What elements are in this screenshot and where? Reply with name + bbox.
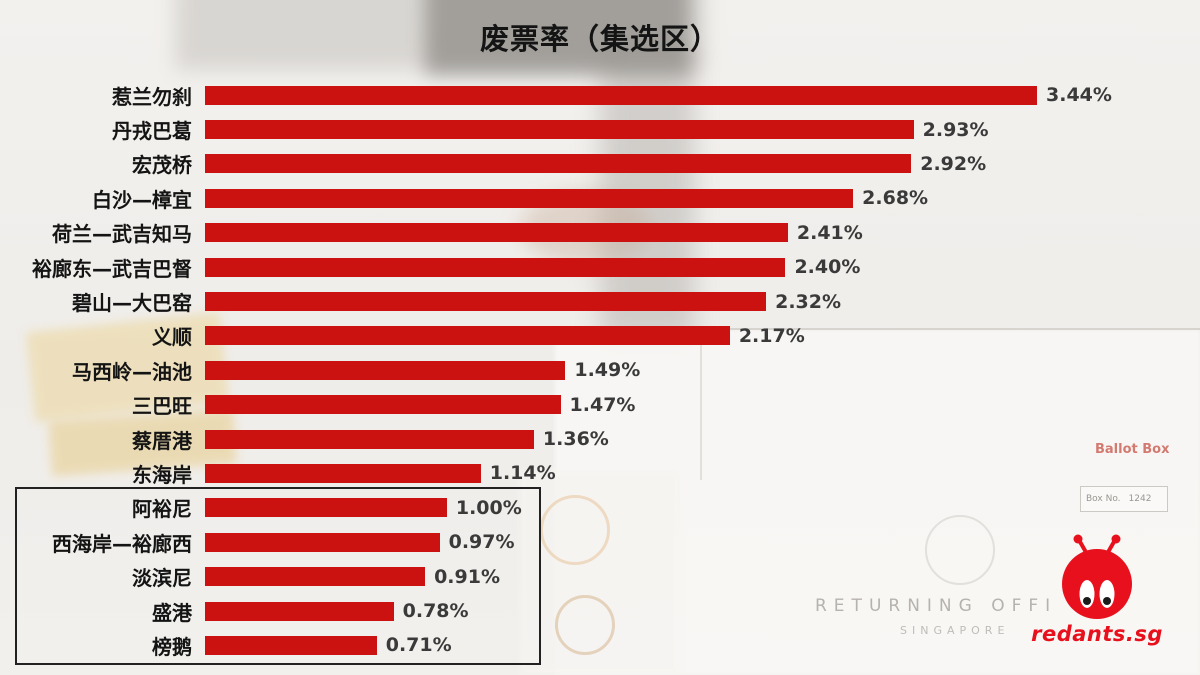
bar	[205, 463, 481, 483]
highlight-box	[15, 487, 541, 665]
category-label: 碧山—大巴窑	[72, 291, 192, 316]
category-label: 蔡厝港	[132, 428, 192, 453]
category-label: 淡滨尼	[132, 566, 192, 591]
bar	[205, 360, 566, 380]
bar-row: 惹兰勿刹 3.44%	[0, 78, 1200, 112]
chart-title: 废票率（集选区）	[479, 22, 720, 56]
category-label: 裕廊东—武吉巴督	[32, 256, 192, 281]
bar	[205, 292, 767, 312]
category-label: 丹戎巴葛	[112, 119, 192, 144]
bar	[205, 567, 426, 587]
bar	[205, 498, 447, 518]
value-label: 0.71%	[385, 634, 452, 657]
bar-row: 西海岸—裕廊西 0.97%	[0, 525, 1200, 559]
bar	[205, 154, 912, 174]
value-label: 0.91%	[434, 565, 500, 588]
category-label: 榜鹅	[152, 634, 192, 659]
bar-row: 蔡厝港 1.36%	[0, 422, 1200, 456]
bar	[205, 120, 914, 140]
category-label: 东海岸	[132, 462, 192, 487]
value-label: 2.92%	[920, 152, 987, 175]
value-label: 2.40%	[794, 256, 861, 279]
bar-row: 裕廊东—武吉巴督 2.40%	[0, 250, 1200, 284]
category-label: 白沙—樟宜	[92, 187, 192, 212]
value-label: 1.47%	[569, 393, 636, 416]
category-label: 荷兰—武吉知马	[52, 222, 192, 247]
bar-row: 碧山—大巴窑 2.32%	[0, 284, 1200, 318]
bar-row: 马西岭—油池 1.49%	[0, 353, 1200, 387]
value-label: 1.00%	[455, 496, 522, 519]
bar	[205, 223, 788, 243]
category-label: 惹兰勿刹	[112, 84, 192, 109]
value-label: 2.93%	[922, 118, 989, 141]
category-label: 盛港	[152, 600, 192, 625]
bar	[205, 257, 786, 277]
value-label: 2.68%	[862, 187, 929, 210]
bar	[205, 188, 854, 208]
bar-row: 盛港 0.78%	[0, 594, 1200, 628]
value-label: 1.49%	[574, 359, 641, 382]
value-label: 1.14%	[489, 462, 556, 485]
category-label: 宏茂桥	[132, 153, 192, 178]
redants-logo: redants.sg	[1022, 534, 1172, 646]
brand-name: redants.sg	[1031, 622, 1163, 646]
bar	[205, 326, 730, 346]
bar-row: 榜鹅 0.71%	[0, 628, 1200, 662]
category-label: 西海岸—裕廊西	[52, 531, 192, 556]
bar-row: 荷兰—武吉知马 2.41%	[0, 216, 1200, 250]
category-label: 阿裕尼	[132, 497, 192, 522]
category-label: 马西岭—油池	[72, 359, 192, 384]
category-label: 义顺	[152, 325, 192, 350]
bar-row: 义顺 2.17%	[0, 319, 1200, 353]
bar	[205, 601, 394, 621]
bar-row: 东海岸 1.14%	[0, 456, 1200, 490]
value-label: 2.41%	[796, 221, 863, 244]
bar-chart: 惹兰勿刹 3.44% 丹戎巴葛 2.93% 宏茂桥 2.92% 白沙—樟宜 2.68% 荷兰—武…	[0, 78, 1200, 663]
value-label: 2.32%	[775, 290, 842, 313]
bar-row: 白沙—樟宜 2.68%	[0, 181, 1200, 215]
value-label: 0.97%	[448, 531, 515, 554]
value-label: 0.78%	[402, 600, 469, 623]
bar-row: 宏茂桥 2.92%	[0, 147, 1200, 181]
bar-row: 淡滨尼 0.91%	[0, 559, 1200, 593]
bar-row: 三巴旺 1.47%	[0, 388, 1200, 422]
value-label: 1.36%	[542, 428, 609, 451]
bar	[205, 395, 561, 415]
bar-row: 丹戎巴葛 2.93%	[0, 112, 1200, 146]
bar	[205, 429, 534, 449]
bar	[205, 532, 440, 552]
ant-icon	[1022, 534, 1172, 620]
bar	[205, 635, 377, 655]
value-label: 3.44%	[1046, 84, 1112, 107]
category-label: 三巴旺	[132, 394, 192, 419]
bar-row: 阿裕尼 1.00%	[0, 491, 1200, 525]
value-label: 2.17%	[738, 324, 805, 347]
bar	[205, 85, 1037, 105]
